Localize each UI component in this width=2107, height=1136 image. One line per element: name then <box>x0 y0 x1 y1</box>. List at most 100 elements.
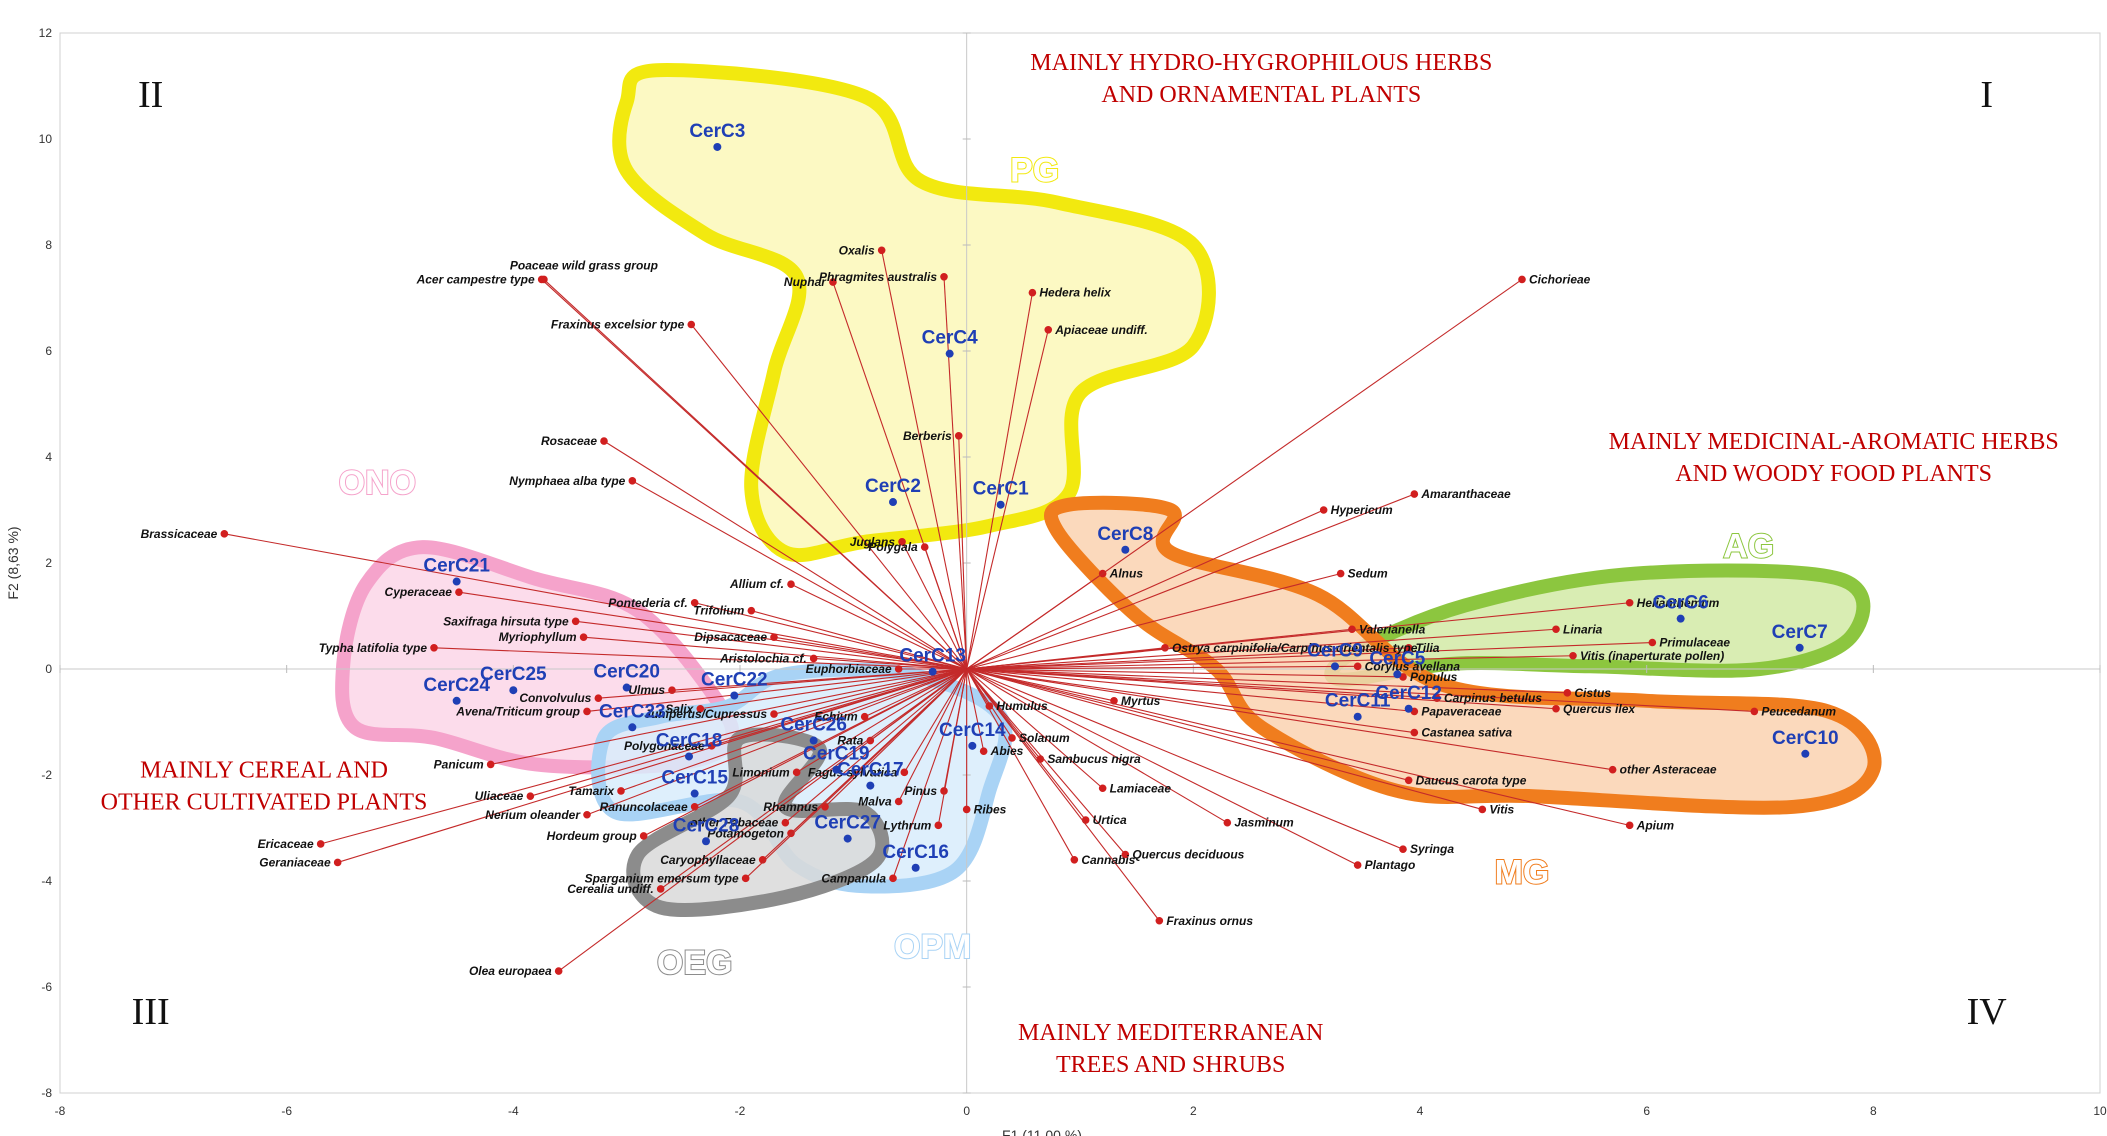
variable-point <box>1750 707 1759 716</box>
variable-point <box>747 606 756 615</box>
variable-vector <box>751 610 967 670</box>
observation-point <box>1801 749 1810 758</box>
variable-point <box>934 821 943 830</box>
variable-point <box>1319 506 1328 514</box>
x-tick-label: 8 <box>1870 1104 1877 1118</box>
variable-vector <box>966 668 1415 712</box>
observation-point <box>889 498 897 507</box>
observation-label: CerC21 <box>423 556 490 577</box>
variable-vector <box>966 668 1557 710</box>
variable-label: Caryophyllaceae <box>660 853 756 867</box>
variable-label: Carpinus betulus <box>1444 691 1542 705</box>
variable-label: Convolvulus <box>519 691 591 705</box>
variable-label: Nymphaea alba type <box>509 474 625 488</box>
variable-vector <box>598 668 967 699</box>
variable-vector <box>966 292 1033 670</box>
vectors-layer <box>220 246 1759 975</box>
observation-label: CerC4 <box>922 328 978 349</box>
observation-label: CerC18 <box>656 730 723 751</box>
variable-label: Nerium oleander <box>485 808 581 822</box>
variable-label: Valerianella <box>1359 622 1426 636</box>
variable-vector <box>966 665 1358 670</box>
variable-label: Primulaceae <box>1659 636 1730 650</box>
observation-point <box>832 765 841 774</box>
variable-label: Nuphar <box>784 275 827 289</box>
variable-label: Hypericum <box>1331 503 1393 517</box>
variable-point <box>985 702 994 710</box>
variable-vector <box>966 668 1404 850</box>
variable-point <box>792 768 801 777</box>
variable-label: Peucedanum <box>1761 704 1836 718</box>
variable-label: Sparganium emersum type <box>585 871 739 885</box>
variable-vector <box>937 668 968 826</box>
variable-vector <box>958 435 968 670</box>
variable-label: Solanum <box>1019 731 1070 745</box>
observation-label: CerC23 <box>599 701 666 722</box>
variable-label: Humulus <box>996 699 1048 713</box>
variable-point <box>1155 916 1164 925</box>
observation-point <box>628 723 637 732</box>
variable-vector <box>784 668 968 824</box>
variable-point <box>781 818 790 827</box>
variable-label: Papaveraceae <box>1421 704 1501 718</box>
variable-point <box>1353 861 1362 869</box>
variable-label: Pinus <box>904 784 937 798</box>
variable-point <box>1518 275 1526 284</box>
variable-point <box>900 768 909 777</box>
x-tick-label: -8 <box>55 1104 66 1118</box>
observation-label: CerC20 <box>593 662 660 683</box>
variable-vector <box>966 493 1415 670</box>
variable-vector <box>924 546 968 670</box>
variable-label: Malva <box>858 795 892 809</box>
variable-point <box>1404 644 1413 652</box>
variable-vector <box>694 602 967 670</box>
x-tick-label: 6 <box>1643 1104 1650 1118</box>
variable-point <box>894 797 903 806</box>
variable-label: Polygala <box>868 540 918 554</box>
observation-point <box>1404 704 1413 713</box>
variable-point <box>758 856 767 864</box>
x-tick-label: 2 <box>1190 1104 1197 1118</box>
observation-label: CerC9 <box>1307 640 1363 661</box>
y-tick-label: 8 <box>45 238 52 252</box>
region-annotation: MAINLY HYDRO-HYGROPHILOUS HERBS <box>1030 50 1492 76</box>
variable-label: Cyperaceae <box>385 585 453 599</box>
variable-point <box>579 633 588 641</box>
variable-label: Quercus deciduous <box>1132 848 1244 862</box>
observation-label: CerC24 <box>423 675 490 696</box>
variable-point <box>690 598 699 607</box>
variable-label: Sedum <box>1348 567 1388 581</box>
variable-label: Abies <box>990 744 1024 758</box>
group-label-opm: OPM <box>894 928 971 966</box>
variable-vector <box>530 668 967 797</box>
variable-label: Berberis <box>903 429 952 443</box>
variable-label: Panicum <box>434 757 484 771</box>
variable-point <box>1648 638 1657 647</box>
y-tick-label: 10 <box>39 132 53 146</box>
observation-point <box>866 781 875 790</box>
variable-point <box>829 278 837 286</box>
observation-point <box>690 789 699 798</box>
observation-label: CerC14 <box>939 720 1006 741</box>
variable-label: Urtica <box>1093 813 1127 827</box>
variable-label: Tilia <box>1416 641 1440 655</box>
observation-point <box>996 500 1005 509</box>
variable-point <box>1552 704 1560 713</box>
quadrant-label: II <box>138 74 163 116</box>
group-label-ono: ONO <box>339 464 416 502</box>
groups-layer <box>335 63 1882 917</box>
variable-vector <box>643 668 967 837</box>
variable-point <box>639 832 648 840</box>
observation-point <box>945 349 954 358</box>
group-label-ag: AG <box>1723 528 1774 566</box>
variable-point <box>600 437 608 445</box>
variable-label: Echium <box>814 710 858 724</box>
variable-label: Cichorieae <box>1529 272 1591 286</box>
y-tick-label: 2 <box>45 556 52 570</box>
variable-label: Lythrum <box>883 818 931 832</box>
variable-point <box>940 273 948 281</box>
variable-point <box>860 712 869 721</box>
region-annotation: AND ORNAMENTAL PLANTS <box>1101 82 1421 108</box>
variable-label: Castanea sativa <box>1421 726 1512 740</box>
variable-point <box>1399 845 1407 853</box>
